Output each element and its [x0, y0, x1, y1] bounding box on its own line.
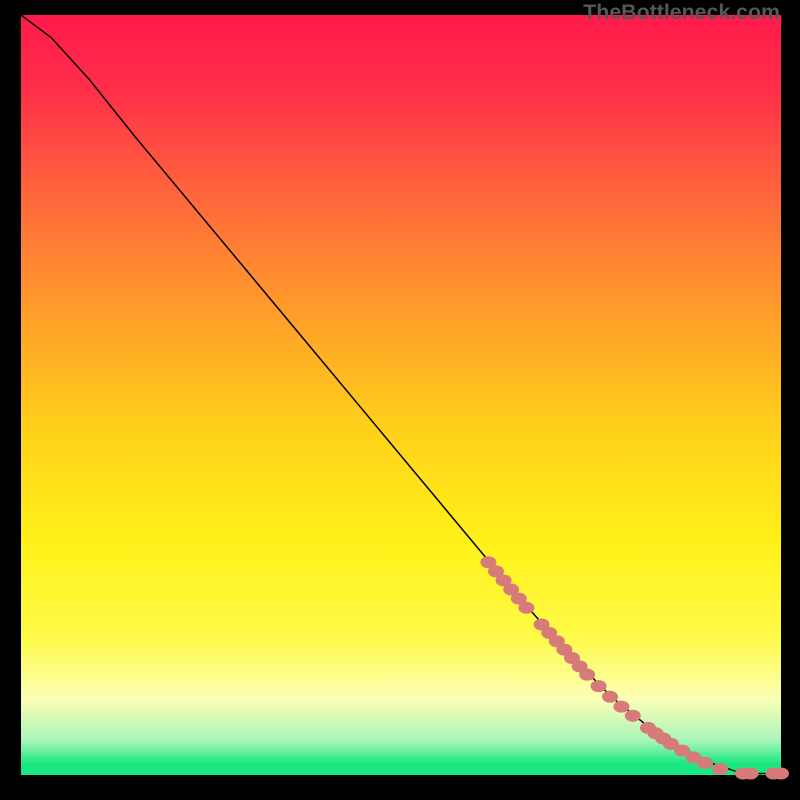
- plot-background: [21, 15, 781, 775]
- data-marker: [697, 757, 713, 769]
- chart-svg: [0, 0, 800, 800]
- data-marker: [712, 763, 728, 775]
- data-marker: [773, 767, 789, 779]
- bottleneck-chart: TheBottleneck.com: [0, 0, 800, 800]
- data-marker: [625, 710, 641, 722]
- data-marker: [518, 602, 534, 614]
- watermark-text: TheBottleneck.com: [583, 0, 780, 25]
- data-marker: [613, 701, 629, 713]
- data-marker: [602, 691, 618, 703]
- data-marker: [743, 767, 759, 779]
- data-marker: [579, 669, 595, 681]
- data-marker: [591, 680, 607, 692]
